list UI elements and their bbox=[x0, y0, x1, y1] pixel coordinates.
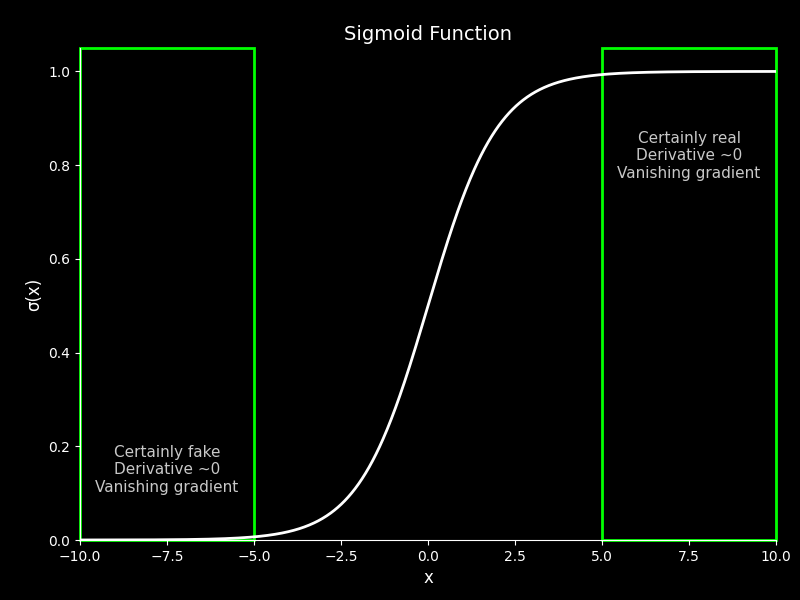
Y-axis label: σ(x): σ(x) bbox=[25, 277, 42, 311]
Bar bbox=[602, 48, 776, 540]
Text: Certainly real
Derivative ~0
Vanishing gradient: Certainly real Derivative ~0 Vanishing g… bbox=[618, 131, 761, 181]
Text: Certainly fake
Derivative ~0
Vanishing gradient: Certainly fake Derivative ~0 Vanishing g… bbox=[95, 445, 238, 494]
Title: Sigmoid Function: Sigmoid Function bbox=[344, 25, 512, 44]
X-axis label: x: x bbox=[423, 569, 433, 587]
Bar bbox=[80, 48, 254, 540]
